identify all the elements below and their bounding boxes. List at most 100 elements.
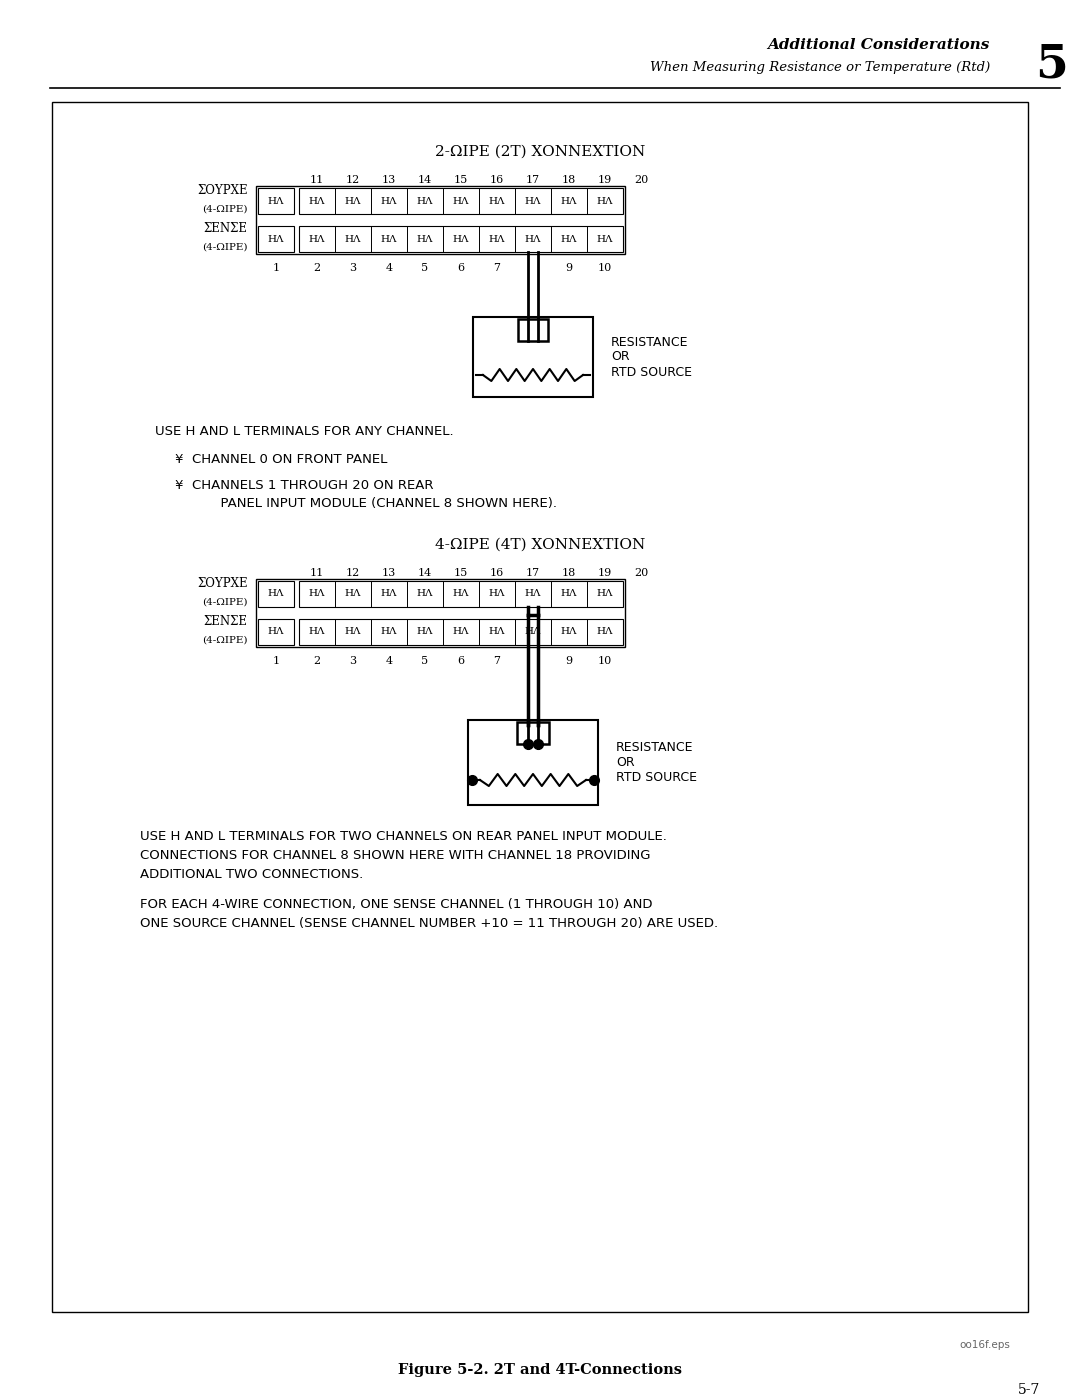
Text: 10: 10 (598, 263, 612, 272)
Text: HΛ: HΛ (453, 590, 469, 598)
Text: 5-7: 5-7 (1017, 1383, 1040, 1397)
Text: FOR EACH 4-WIRE CONNECTION, ONE SENSE CHANNEL (1 THROUGH 10) AND: FOR EACH 4-WIRE CONNECTION, ONE SENSE CH… (140, 898, 652, 911)
Text: HΛ: HΛ (489, 235, 505, 243)
Text: 13: 13 (382, 175, 396, 184)
Text: HΛ: HΛ (489, 197, 505, 205)
Text: 3: 3 (350, 263, 356, 272)
Text: 18: 18 (562, 569, 576, 578)
Bar (258, 189, 294, 214)
Text: 10: 10 (598, 657, 612, 666)
Text: ADDITIONAL TWO CONNECTIONS.: ADDITIONAL TWO CONNECTIONS. (140, 868, 363, 882)
Bar (258, 226, 294, 251)
Text: HΛ: HΛ (268, 197, 284, 205)
Text: HΛ: HΛ (345, 197, 361, 205)
Text: 5: 5 (1036, 42, 1068, 88)
Bar (299, 619, 623, 645)
Text: ΣENΣE: ΣENΣE (204, 615, 248, 629)
Text: RESISTANCE
OR
RTD SOURCE: RESISTANCE OR RTD SOURCE (611, 335, 692, 379)
Text: ¥  CHANNELS 1 THROUGH 20 ON REAR: ¥ CHANNELS 1 THROUGH 20 ON REAR (175, 479, 433, 492)
Text: 2: 2 (313, 657, 321, 666)
Text: 2-ΩIPE (2T) XONNEXTION: 2-ΩIPE (2T) XONNEXTION (435, 145, 645, 159)
Bar (517, 319, 549, 341)
Text: HΛ: HΛ (597, 235, 613, 243)
Text: ONE SOURCE CHANNEL (SENSE CHANNEL NUMBER +10 = 11 THROUGH 20) ARE USED.: ONE SOURCE CHANNEL (SENSE CHANNEL NUMBER… (140, 916, 718, 930)
Text: 4-ΩIPE (4T) XONNEXTION: 4-ΩIPE (4T) XONNEXTION (435, 538, 645, 552)
Text: HΛ: HΛ (417, 627, 433, 637)
Text: HΛ: HΛ (417, 590, 433, 598)
Text: USE H AND L TERMINALS FOR ANY CHANNEL.: USE H AND L TERMINALS FOR ANY CHANNEL. (156, 425, 454, 439)
Text: PANEL INPUT MODULE (CHANNEL 8 SHOWN HERE).: PANEL INPUT MODULE (CHANNEL 8 SHOWN HERE… (195, 497, 557, 510)
Text: 14: 14 (418, 569, 432, 578)
Text: 17: 17 (526, 569, 540, 578)
Text: HΛ: HΛ (381, 627, 397, 637)
Text: 5: 5 (421, 263, 429, 272)
Text: 7: 7 (494, 263, 500, 272)
Bar (256, 578, 625, 647)
Text: HΛ: HΛ (561, 590, 577, 598)
Text: (4-ΩIPE): (4-ΩIPE) (203, 205, 248, 214)
Text: 16: 16 (490, 175, 504, 184)
Text: 4: 4 (386, 657, 392, 666)
Text: HΛ: HΛ (561, 627, 577, 637)
Text: 9: 9 (566, 263, 572, 272)
Text: 11: 11 (310, 569, 324, 578)
Text: ΣOYPXE: ΣOYPXE (198, 184, 248, 197)
Text: CONNECTIONS FOR CHANNEL 8 SHOWN HERE WITH CHANNEL 18 PROVIDING: CONNECTIONS FOR CHANNEL 8 SHOWN HERE WIT… (140, 849, 650, 862)
Text: 2: 2 (313, 263, 321, 272)
Text: (4-ΩIPE): (4-ΩIPE) (203, 243, 248, 251)
Text: 1: 1 (272, 657, 280, 666)
Text: HΛ: HΛ (309, 590, 325, 598)
Bar (299, 226, 623, 251)
Text: HΛ: HΛ (381, 590, 397, 598)
Bar (299, 189, 623, 214)
Text: HΛ: HΛ (525, 197, 541, 205)
Text: HΛ: HΛ (489, 590, 505, 598)
Text: HΛ: HΛ (268, 235, 284, 243)
Text: HΛ: HΛ (381, 235, 397, 243)
Text: HΛ: HΛ (525, 627, 541, 637)
Text: ΣENΣE: ΣENΣE (204, 222, 248, 235)
Text: 9: 9 (566, 657, 572, 666)
Text: USE H AND L TERMINALS FOR TWO CHANNELS ON REAR PANEL INPUT MODULE.: USE H AND L TERMINALS FOR TWO CHANNELS O… (140, 830, 666, 842)
Text: HΛ: HΛ (309, 627, 325, 637)
Bar (516, 722, 550, 745)
Text: HΛ: HΛ (345, 235, 361, 243)
Text: 12: 12 (346, 569, 360, 578)
Text: 18: 18 (562, 175, 576, 184)
Text: HΛ: HΛ (525, 590, 541, 598)
Text: HΛ: HΛ (309, 235, 325, 243)
Text: HΛ: HΛ (345, 590, 361, 598)
Text: HΛ: HΛ (268, 590, 284, 598)
Text: 20: 20 (634, 175, 648, 184)
Bar (258, 581, 294, 608)
Text: HΛ: HΛ (597, 627, 613, 637)
Text: 14: 14 (418, 175, 432, 184)
Text: ΣOYPXE: ΣOYPXE (198, 577, 248, 590)
Text: 5: 5 (421, 657, 429, 666)
Text: HΛ: HΛ (345, 627, 361, 637)
Text: HΛ: HΛ (489, 627, 505, 637)
Text: HΛ: HΛ (381, 197, 397, 205)
Text: 6: 6 (458, 657, 464, 666)
Text: Figure 5-2. 2T and 4T-Connections: Figure 5-2. 2T and 4T-Connections (399, 1363, 681, 1377)
Text: 4: 4 (386, 263, 392, 272)
Text: Additional Considerations: Additional Considerations (768, 38, 990, 52)
Text: HΛ: HΛ (453, 235, 469, 243)
Bar (473, 317, 593, 397)
Text: (4-ΩIPE): (4-ΩIPE) (203, 598, 248, 608)
Bar (258, 619, 294, 645)
Text: 11: 11 (310, 175, 324, 184)
Text: 15: 15 (454, 175, 468, 184)
Text: HΛ: HΛ (561, 197, 577, 205)
Text: HΛ: HΛ (268, 627, 284, 637)
Text: ¥  CHANNEL 0 ON FRONT PANEL: ¥ CHANNEL 0 ON FRONT PANEL (175, 453, 388, 467)
Bar (299, 581, 623, 608)
Text: RESISTANCE
OR
RTD SOURCE: RESISTANCE OR RTD SOURCE (616, 740, 697, 784)
Bar (256, 186, 625, 254)
Text: 19: 19 (598, 175, 612, 184)
Text: HΛ: HΛ (309, 197, 325, 205)
Text: When Measuring Resistance or Temperature (Rtd): When Measuring Resistance or Temperature… (650, 60, 990, 74)
Text: oo16f.eps: oo16f.eps (959, 1340, 1010, 1350)
Text: 15: 15 (454, 569, 468, 578)
Text: 3: 3 (350, 657, 356, 666)
